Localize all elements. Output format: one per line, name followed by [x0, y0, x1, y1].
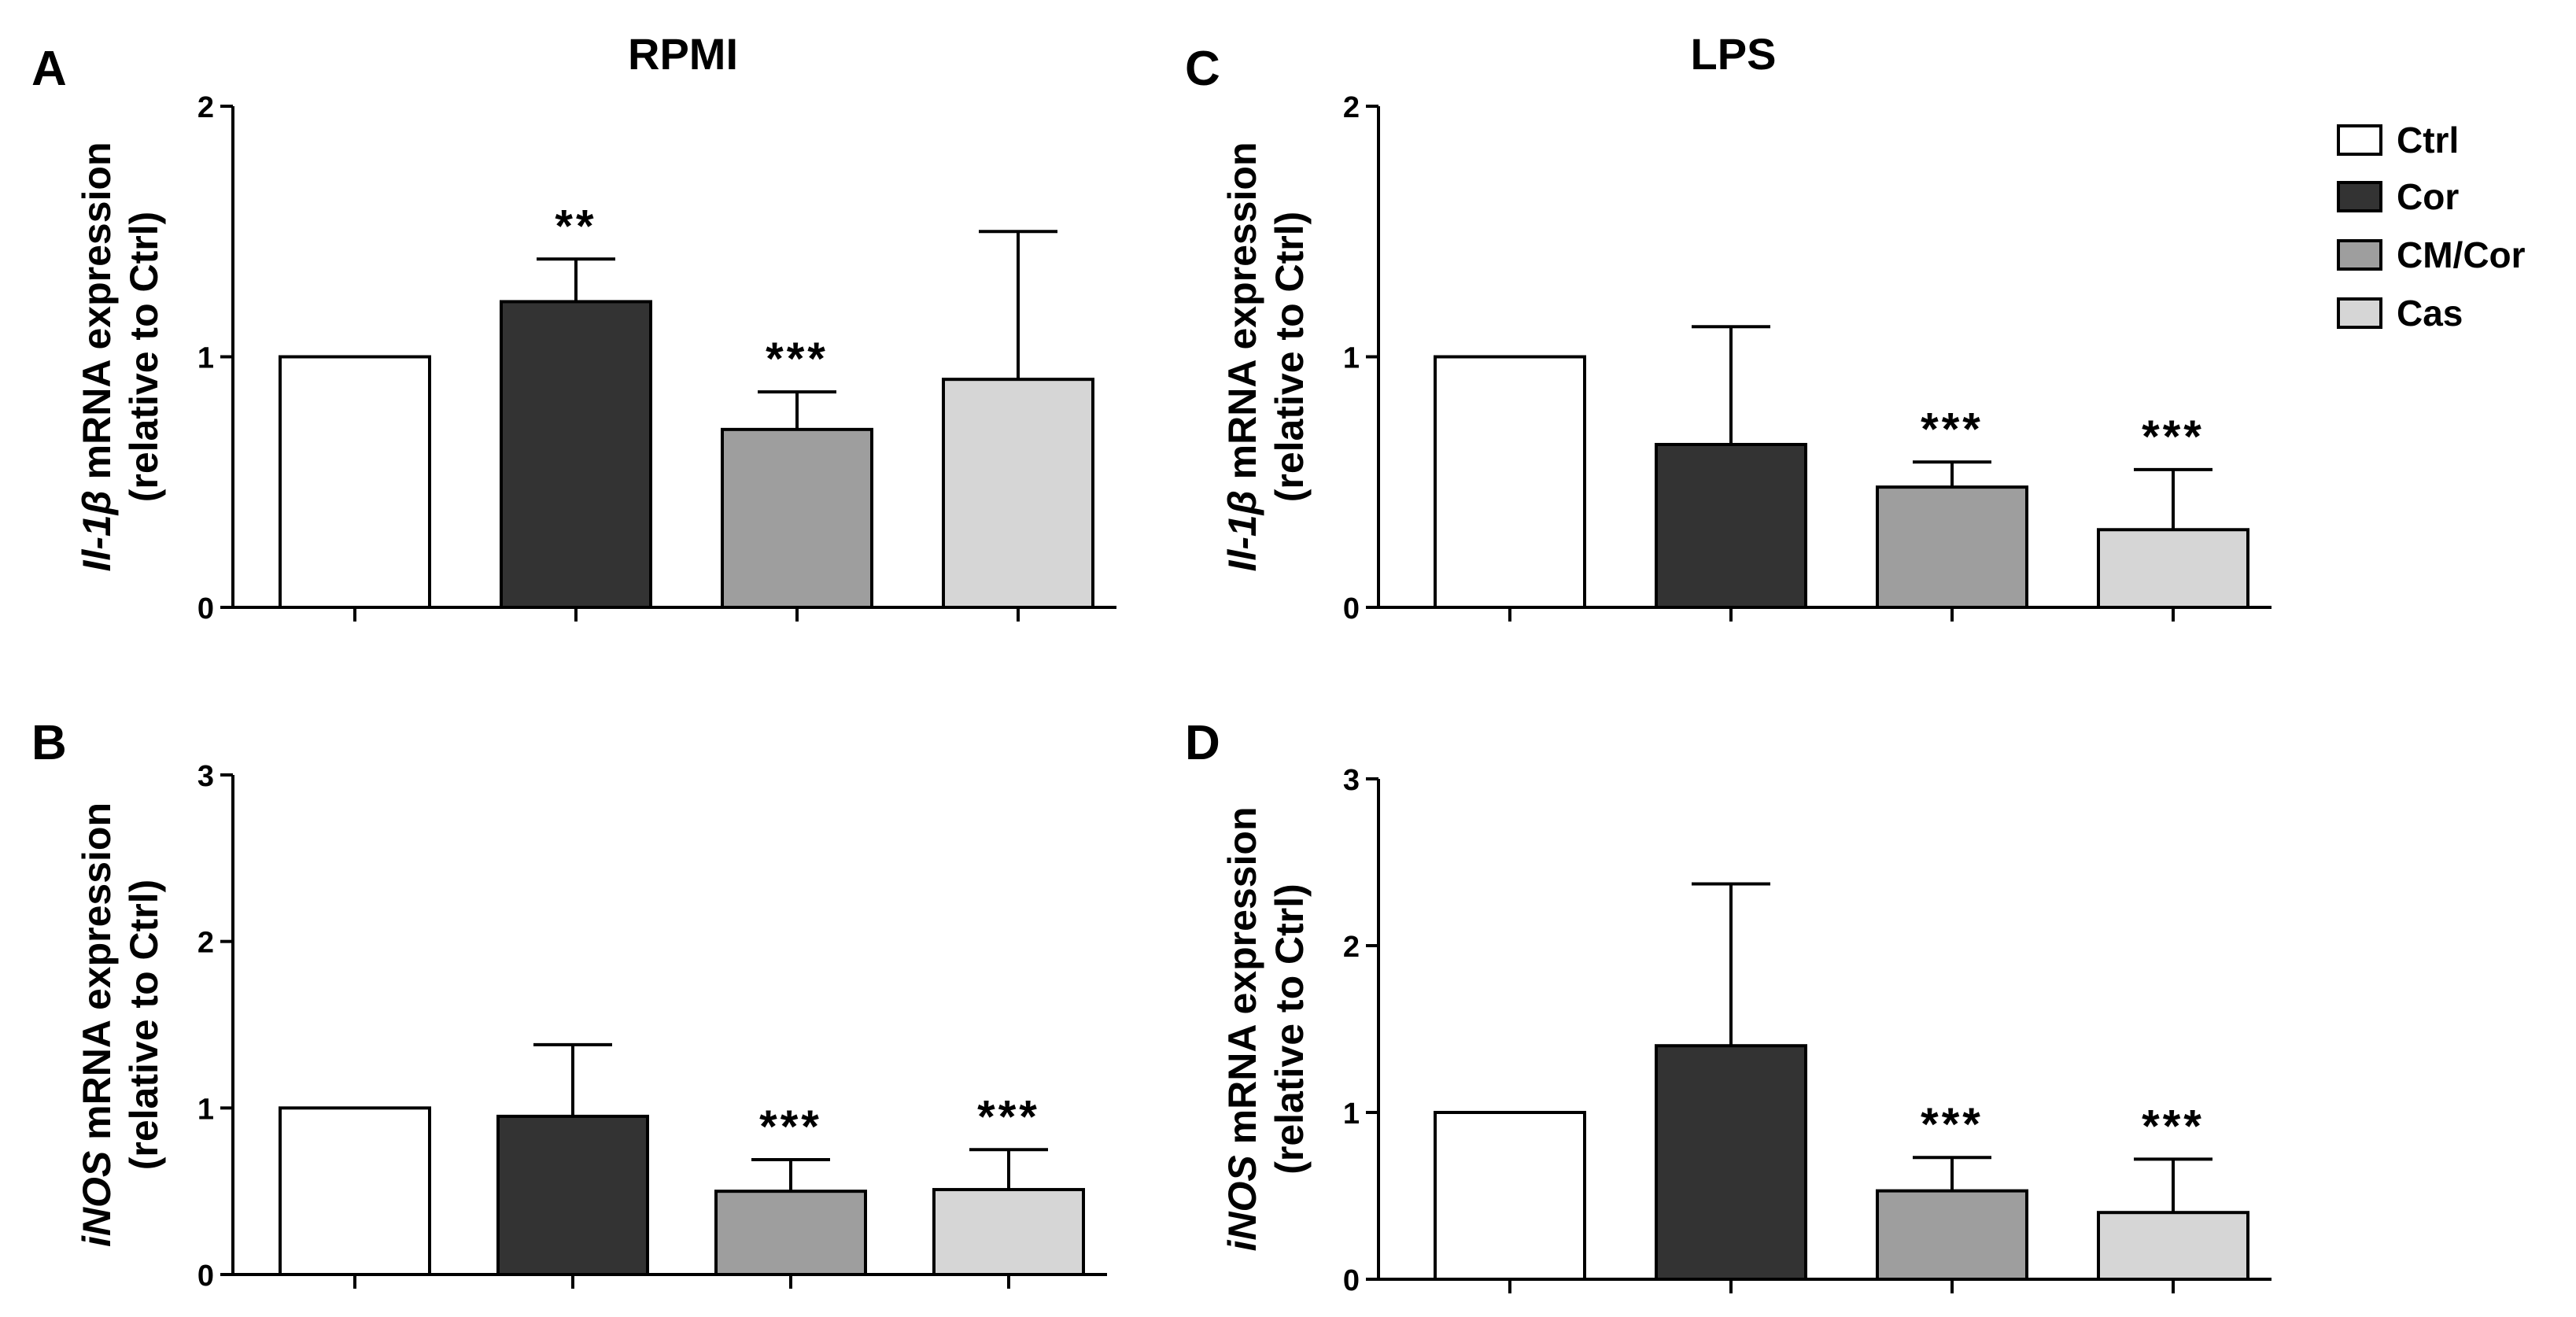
y-axis-label: iNOS mRNA expression(relative to Ctrl)	[75, 802, 166, 1247]
bar-cor	[1655, 442, 1807, 609]
y-axis-label: iNOS mRNA expression(relative to Ctrl)	[1220, 807, 1312, 1252]
y-axis-label: Il-1β mRNA expression(relative to Ctrl)	[1220, 142, 1312, 571]
significance-cm-cor: ***	[1921, 404, 1984, 455]
panel-a: A 0 1 2 Il-1β mRNA expression(relative to Ct…	[31, 42, 1116, 625]
column-title-lps: LPS	[1691, 29, 1777, 79]
bar-cm-cor	[1876, 485, 2028, 609]
y-tick-label: 1	[1343, 1098, 1360, 1131]
bar-cas	[2097, 528, 2249, 610]
bar-cm-cor	[714, 1190, 867, 1276]
bar-cas	[942, 378, 1094, 609]
y-tick-label: 1	[197, 1093, 214, 1126]
legend-label-cas: Cas	[2397, 293, 2463, 334]
legend-label-cor: Cor	[2397, 176, 2459, 217]
legend: Ctrl Cor CM/Cor Cas	[2337, 120, 2526, 334]
significance-cm-cor: ***	[759, 1101, 822, 1153]
y-tick-label: 1	[1343, 342, 1360, 375]
panel-d: D 0 1 2 3 iNOS mRNA expression(relative to Ct…	[1185, 716, 2272, 1297]
significance-cas: ***	[2142, 1101, 2205, 1152]
y-tick-label: 0	[197, 592, 214, 625]
bar-cor	[500, 300, 652, 609]
bar-cor	[496, 1114, 649, 1276]
significance-cas: ***	[2142, 411, 2205, 463]
legend-label-cm-cor: CM/Cor	[2397, 234, 2526, 275]
y-tick-label: 0	[1343, 592, 1360, 625]
y-tick-label: 2	[197, 91, 214, 124]
legend-label-ctrl: Ctrl	[2397, 120, 2459, 160]
bar-ctrl	[279, 355, 431, 609]
panel-c: C 0 1 2 Il-1β mRNA expression(relative to Ct…	[1185, 42, 2272, 625]
y-tick-label: 0	[1343, 1264, 1360, 1297]
y-tick-label: 1	[197, 342, 214, 375]
y-axis-label: Il-1β mRNA expression(relative to Ctrl)	[75, 142, 166, 571]
y-tick-label: 2	[1343, 91, 1360, 124]
legend-swatch-cas	[2337, 297, 2382, 329]
column-title-rpmi: RPMI	[628, 29, 738, 79]
bar-cm-cor	[721, 427, 873, 609]
bar-ctrl	[1434, 355, 1586, 609]
significance-cor: **	[555, 201, 596, 252]
bar-ctrl	[279, 1106, 431, 1277]
legend-swatch-ctrl	[2337, 124, 2382, 156]
y-tick-label: 3	[197, 760, 214, 793]
bar-ctrl	[1434, 1111, 1586, 1281]
bar-cor	[1655, 1044, 1807, 1281]
bar-cas	[2097, 1211, 2249, 1281]
panel-letter: B	[31, 716, 67, 770]
bar-cas	[932, 1188, 1085, 1277]
y-tick-label: 3	[1343, 764, 1360, 797]
y-tick-label: 2	[197, 927, 214, 960]
panel-letter: D	[1185, 716, 1220, 770]
panel-letter: A	[31, 42, 67, 96]
legend-swatch-cm-cor	[2337, 239, 2382, 271]
bar-cm-cor	[1876, 1189, 2028, 1282]
significance-cas: ***	[977, 1091, 1040, 1142]
y-tick-label: 2	[1343, 931, 1360, 964]
y-tick-label: 0	[197, 1260, 214, 1293]
significance-cm-cor: ***	[766, 334, 829, 385]
legend-swatch-cor	[2337, 181, 2382, 212]
panel-b: B 0 1 2 3 iNOS mRNA expression(relative to Ct…	[31, 716, 1107, 1293]
significance-cm-cor: ***	[1921, 1099, 1984, 1150]
panel-letter: C	[1185, 42, 1220, 96]
